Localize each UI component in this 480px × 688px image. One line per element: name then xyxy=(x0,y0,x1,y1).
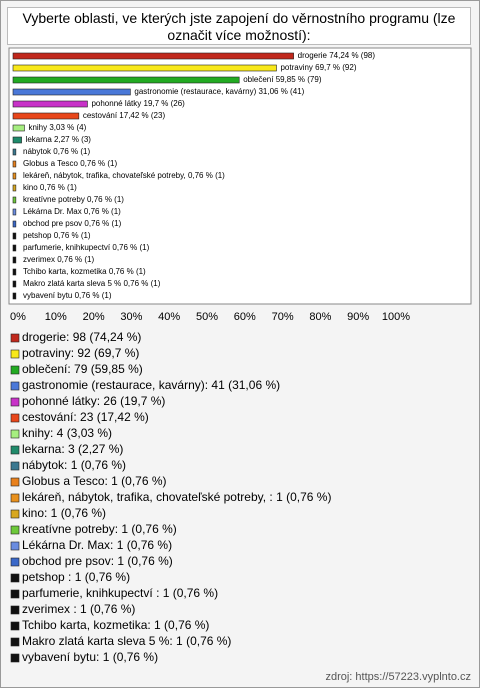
legend-marker xyxy=(10,381,20,391)
legend-label: vybavení bytu: 1 (0,76 %) xyxy=(22,650,158,664)
legend-marker xyxy=(10,445,20,455)
x-tick-label: 70% xyxy=(272,311,294,323)
legend-label: Makro zlatá karta sleva 5 %: 1 (0,76 %) xyxy=(22,634,231,648)
value-label: Makro zlatá karta sleva 5 % 0,76 % (1) xyxy=(23,279,161,288)
value-label: Lékárna Dr. Max 0,76 % (1) xyxy=(23,207,121,216)
bar xyxy=(12,76,240,84)
x-tick-label: 30% xyxy=(120,311,142,323)
legend-label: drogerie: 98 (74,24 %) xyxy=(22,330,141,344)
value-label: Globus a Tesco 0,76 % (1) xyxy=(23,159,117,168)
bar xyxy=(12,292,17,300)
x-tick-label: 60% xyxy=(234,311,256,323)
value-label: parfumerie, knihkupectví 0,76 % (1) xyxy=(23,243,150,252)
legend-label: lekáreň, nábytok, trafika, chovateľské p… xyxy=(22,490,331,504)
bar xyxy=(12,64,277,72)
legend-marker xyxy=(10,509,20,519)
x-tick-label: 10% xyxy=(45,311,67,323)
source: zdroj: https://57223.vyplnto.cz xyxy=(325,671,471,683)
legend-marker xyxy=(10,605,20,615)
value-label: vybavení bytu 0,76 % (1) xyxy=(23,291,112,300)
value-label: drogerie 74,24 % (98) xyxy=(298,51,376,60)
legend-label: oblečení: 79 (59,85 %) xyxy=(22,362,143,376)
value-label: petshop 0,76 % (1) xyxy=(23,231,91,240)
value-label: obchod pre psov 0,76 % (1) xyxy=(23,219,122,228)
value-label: zverimex 0,76 % (1) xyxy=(23,255,94,264)
legend-marker xyxy=(10,637,20,647)
legend-label: potraviny: 92 (69,7 %) xyxy=(22,346,139,360)
legend-label: lekarna: 3 (2,27 %) xyxy=(22,442,123,456)
x-tick-label: 20% xyxy=(83,311,105,323)
legend-marker xyxy=(10,541,20,551)
legend-marker xyxy=(10,477,20,487)
legend-marker xyxy=(10,493,20,503)
legend-label: nábytok: 1 (0,76 %) xyxy=(22,458,126,472)
legend-label: knihy: 4 (3,03 %) xyxy=(22,426,112,440)
legend-label: Lékárna Dr. Max: 1 (0,76 %) xyxy=(22,538,172,552)
legend-marker xyxy=(10,333,20,343)
legend-label: parfumerie, knihkupectví : 1 (0,76 %) xyxy=(22,586,218,600)
legend-label: Tchibo karta, kozmetika: 1 (0,76 %) xyxy=(22,618,209,632)
value-label: kino 0,76 % (1) xyxy=(23,183,77,192)
bar xyxy=(12,148,17,156)
bar xyxy=(12,136,22,144)
legend-marker xyxy=(10,413,20,423)
legend-marker xyxy=(10,557,20,567)
legend-label: petshop : 1 (0,76 %) xyxy=(22,570,130,584)
bar xyxy=(12,196,17,204)
legend-marker xyxy=(10,573,20,583)
value-label: nábytok 0,76 % (1) xyxy=(23,147,90,156)
value-label: pohonné látky 19,7 % (26) xyxy=(91,99,185,108)
x-tick-label: 0% xyxy=(10,311,26,323)
legend-label: cestování: 23 (17,42 %) xyxy=(22,410,149,424)
value-label: lekáreň, nábytok, trafika, chovateľské p… xyxy=(23,171,225,180)
bar xyxy=(12,88,131,96)
x-tick-label: 80% xyxy=(309,311,331,323)
bar xyxy=(12,244,17,252)
legend-marker xyxy=(10,461,20,471)
bar xyxy=(12,184,17,192)
bar xyxy=(12,220,17,228)
bar xyxy=(12,52,294,60)
legend-marker xyxy=(10,589,20,599)
legend-label: zverimex : 1 (0,76 %) xyxy=(22,602,135,616)
chart-title: Vyberte oblasti, ve kterých jste zapojen… xyxy=(7,7,471,45)
legend-marker xyxy=(10,349,20,359)
legend-marker xyxy=(10,429,20,439)
legend-label: gastronomie (restaurace, kavárny): 41 (3… xyxy=(22,378,280,392)
value-label: lekarna 2,27 % (3) xyxy=(26,135,92,144)
value-label: cestování 17,42 % (23) xyxy=(83,111,166,120)
value-label: Tchibo karta, kozmetika 0,76 % (1) xyxy=(23,267,146,276)
bar xyxy=(12,232,17,240)
legend-marker xyxy=(10,621,20,631)
x-tick-label: 40% xyxy=(158,311,180,323)
value-label: gastronomie (restaurace, kavárny) 31,06 … xyxy=(134,87,304,96)
legend-label: pohonné látky: 26 (19,7 %) xyxy=(22,394,165,408)
legend-label: kino: 1 (0,76 %) xyxy=(22,506,106,520)
legend-marker xyxy=(10,653,20,663)
legend-marker xyxy=(10,365,20,375)
bar xyxy=(12,124,25,132)
value-label: potraviny 69,7 % (92) xyxy=(280,63,356,72)
x-tick-label: 90% xyxy=(347,311,369,323)
value-label: knihy 3,03 % (4) xyxy=(28,123,86,132)
legend-marker xyxy=(10,397,20,407)
value-label: oblečení 59,85 % (79) xyxy=(243,75,322,84)
legend-marker xyxy=(10,525,20,535)
bar xyxy=(12,112,80,120)
bar xyxy=(12,160,17,168)
bar xyxy=(12,268,17,276)
bar xyxy=(12,280,17,288)
legend-label: obchod pre psov: 1 (0,76 %) xyxy=(22,554,173,568)
bar xyxy=(12,100,88,108)
legend-label: Globus a Tesco: 1 (0,76 %) xyxy=(22,474,167,488)
bar xyxy=(12,172,17,180)
value-label: kreatívne potreby 0,76 % (1) xyxy=(23,195,124,204)
legend-label: kreatívne potreby: 1 (0,76 %) xyxy=(22,522,177,536)
x-tick-label: 100% xyxy=(382,311,410,323)
bar xyxy=(12,256,17,264)
bar xyxy=(12,208,17,216)
x-tick-label: 50% xyxy=(196,311,218,323)
